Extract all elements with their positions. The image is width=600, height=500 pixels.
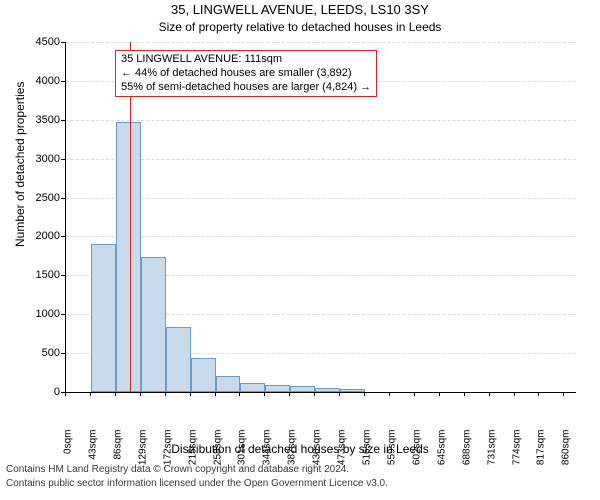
xtick-mark xyxy=(239,392,240,396)
xtick-label: 430sqm xyxy=(312,430,323,490)
ytick-mark xyxy=(61,275,65,276)
histogram-bar xyxy=(240,383,265,392)
ytick-mark xyxy=(61,198,65,199)
xtick-mark xyxy=(90,392,91,396)
gridline xyxy=(66,159,576,160)
xtick-mark xyxy=(140,392,141,396)
xtick-label: 215sqm xyxy=(187,430,198,490)
xtick-mark xyxy=(538,392,539,396)
ytick-mark xyxy=(61,42,65,43)
xtick-mark xyxy=(489,392,490,396)
xtick-label: 860sqm xyxy=(561,430,572,490)
ytick-label: 1000 xyxy=(10,308,60,320)
xtick-label: 301sqm xyxy=(237,430,248,490)
histogram-bar xyxy=(290,386,315,392)
histogram-bar xyxy=(141,257,166,392)
xtick-label: 258sqm xyxy=(212,430,223,490)
xtick-mark xyxy=(289,392,290,396)
xtick-mark xyxy=(364,392,365,396)
ytick-mark xyxy=(61,236,65,237)
xtick-label: 774sqm xyxy=(511,430,522,490)
gridline xyxy=(66,198,576,199)
annotation-line: ← 44% of detached houses are smaller (3,… xyxy=(121,67,371,81)
xtick-mark xyxy=(439,392,440,396)
xtick-mark xyxy=(389,392,390,396)
xtick-label: 559sqm xyxy=(386,430,397,490)
ytick-mark xyxy=(61,120,65,121)
ytick-mark xyxy=(61,159,65,160)
gridline xyxy=(66,42,576,43)
xtick-label: 43sqm xyxy=(87,430,98,490)
xtick-label: 688sqm xyxy=(461,430,472,490)
ytick-mark xyxy=(61,81,65,82)
xtick-label: 516sqm xyxy=(362,430,373,490)
ytick-label: 2500 xyxy=(10,192,60,204)
title-main: 35, LINGWELL AVENUE, LEEDS, LS10 3SY xyxy=(0,2,600,17)
histogram-bar xyxy=(216,376,241,392)
xtick-label: 129sqm xyxy=(137,430,148,490)
xtick-mark xyxy=(514,392,515,396)
xtick-label: 387sqm xyxy=(287,430,298,490)
xtick-label: 172sqm xyxy=(162,430,173,490)
ytick-label: 2000 xyxy=(10,230,60,242)
ytick-mark xyxy=(61,314,65,315)
histogram-bar xyxy=(191,358,216,392)
xtick-mark xyxy=(264,392,265,396)
xtick-mark xyxy=(115,392,116,396)
xtick-mark xyxy=(65,392,66,396)
histogram-bar xyxy=(265,385,290,392)
figure: 35, LINGWELL AVENUE, LEEDS, LS10 3SY Siz… xyxy=(0,0,600,500)
xtick-label: 602sqm xyxy=(411,430,422,490)
xtick-label: 645sqm xyxy=(436,430,447,490)
xtick-mark xyxy=(414,392,415,396)
xtick-mark xyxy=(563,392,564,396)
annotation-line: 55% of semi-detached houses are larger (… xyxy=(121,81,371,95)
xtick-mark xyxy=(165,392,166,396)
title-sub: Size of property relative to detached ho… xyxy=(0,20,600,34)
histogram-bar xyxy=(91,244,116,392)
xtick-mark xyxy=(339,392,340,396)
gridline xyxy=(66,120,576,121)
annotation-box: 35 LINGWELL AVENUE: 111sqm← 44% of detac… xyxy=(115,50,377,97)
xtick-mark xyxy=(190,392,191,396)
histogram-bar xyxy=(116,122,141,392)
gridline xyxy=(66,236,576,237)
xtick-label: 0sqm xyxy=(63,430,74,490)
xtick-label: 86sqm xyxy=(112,430,123,490)
ytick-mark xyxy=(61,353,65,354)
xtick-mark xyxy=(314,392,315,396)
ytick-label: 0 xyxy=(10,386,60,398)
ytick-label: 500 xyxy=(10,347,60,359)
xtick-label: 731sqm xyxy=(486,430,497,490)
xtick-label: 344sqm xyxy=(262,430,273,490)
xtick-mark xyxy=(215,392,216,396)
ytick-label: 4500 xyxy=(10,36,60,48)
ytick-label: 4000 xyxy=(10,75,60,87)
xtick-label: 817sqm xyxy=(536,430,547,490)
histogram-bar xyxy=(340,389,365,392)
ytick-label: 1500 xyxy=(10,269,60,281)
histogram-bar xyxy=(166,327,191,392)
xtick-mark xyxy=(464,392,465,396)
xtick-label: 473sqm xyxy=(337,430,348,490)
annotation-line: 35 LINGWELL AVENUE: 111sqm xyxy=(121,53,371,67)
ytick-label: 3000 xyxy=(10,153,60,165)
ytick-label: 3500 xyxy=(10,114,60,126)
histogram-bar xyxy=(315,388,340,392)
